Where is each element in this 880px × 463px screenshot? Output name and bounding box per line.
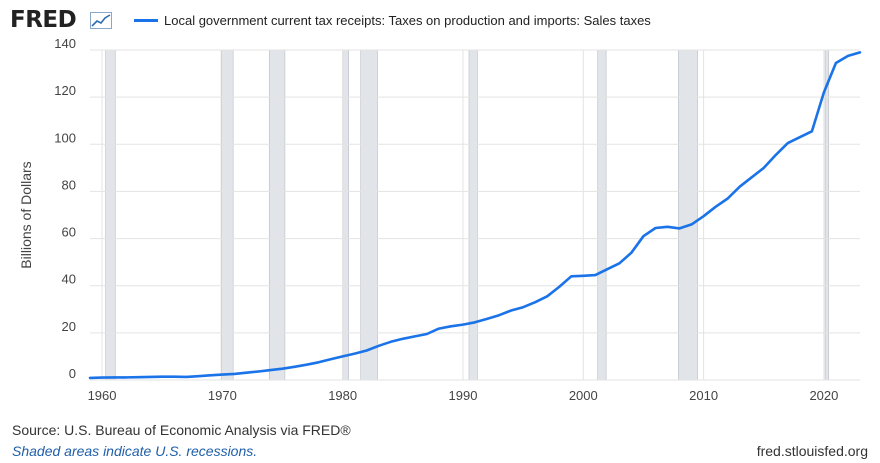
y-tick-labels: 0 20 40 60 80 100 120 140	[54, 36, 76, 381]
x-tick-label: 1990	[449, 388, 478, 403]
x-tick-label: 2000	[569, 388, 598, 403]
recession-band	[268, 49, 286, 381]
series-line[interactable]	[88, 51, 862, 380]
y-tick-label: 100	[54, 130, 76, 145]
y-tick-label: 80	[62, 177, 76, 192]
recession-band	[360, 49, 378, 381]
legend-label: Local government current tax receipts: T…	[164, 13, 651, 28]
fred-logo[interactable]: FRED	[10, 7, 77, 33]
recession-note: Shaded areas indicate U.S. recessions.	[12, 443, 258, 459]
y-tick-label: 60	[62, 225, 76, 240]
x-tick-label: 1980	[328, 388, 357, 403]
x-tick-label: 1970	[208, 388, 237, 403]
x-tick-label: 2010	[689, 388, 718, 403]
recession-band	[824, 49, 830, 381]
y-tick-label: 40	[62, 272, 76, 287]
y-tick-label: 140	[54, 36, 76, 51]
legend-line-swatch	[134, 19, 158, 22]
recession-band	[105, 49, 116, 381]
chart-icon	[90, 12, 112, 29]
chart-header: FRED Local government current tax receip…	[10, 6, 870, 34]
recession-band	[678, 49, 698, 381]
y-tick-label: 120	[54, 83, 76, 98]
y-tick-label: 0	[69, 366, 76, 381]
y-tick-label: 20	[62, 319, 76, 334]
recession-band	[597, 49, 607, 381]
fred-url-link[interactable]: fred.stlouisfed.org	[756, 443, 868, 459]
x-tick-labels: 1960 1970 1980 1990 2000 2010 2020	[88, 388, 839, 403]
grid-layer	[90, 49, 860, 381]
source-note: Source: U.S. Bureau of Economic Analysis…	[12, 422, 351, 438]
recession-layer	[105, 49, 830, 381]
recession-band	[220, 49, 234, 381]
recession-band	[342, 49, 349, 381]
recession-band	[468, 49, 478, 381]
x-tick-label: 2020	[809, 388, 838, 403]
series-layer	[88, 51, 862, 380]
x-tick-label: 1960	[88, 388, 117, 403]
